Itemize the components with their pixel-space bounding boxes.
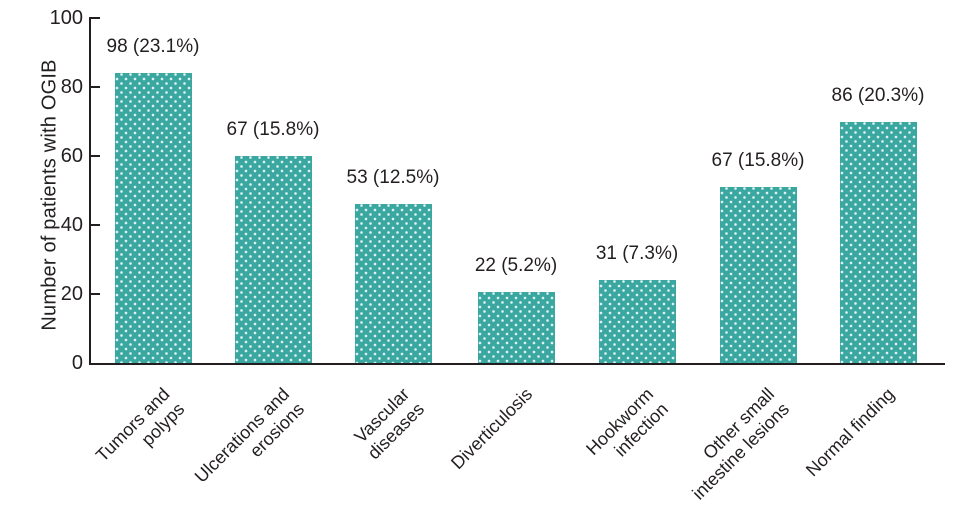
y-tick-mark xyxy=(91,224,100,226)
y-tick-label: 60 xyxy=(60,145,83,167)
bar-value-label: 53 (12.5%) xyxy=(346,167,440,189)
bar-1 xyxy=(114,73,192,363)
y-tick-label: 20 xyxy=(60,283,83,305)
y-tick-mark xyxy=(91,293,100,295)
y-tick-mark xyxy=(91,86,100,88)
x-category-label: Tumors and polyps xyxy=(91,384,188,466)
bar-value-label: 67 (15.8%) xyxy=(226,119,320,140)
x-category-label: Normal finding xyxy=(801,384,899,481)
bar-7 xyxy=(839,121,917,363)
x-category-label: Other small intestine lesions xyxy=(688,384,793,504)
y-tick-label: 40 xyxy=(60,214,83,236)
bar-3 xyxy=(354,204,432,363)
y-tick-label: 0 xyxy=(71,352,83,374)
bar-value-label: 98 (23.1%) xyxy=(106,36,200,58)
y-tick-label: 100 xyxy=(49,7,83,29)
bar-5 xyxy=(598,280,676,363)
bar-2 xyxy=(234,156,312,363)
y-tick-mark xyxy=(91,155,100,157)
y-tick-label: 80 xyxy=(60,76,83,98)
bar-4 xyxy=(477,292,555,363)
y-tick-mark xyxy=(91,17,100,19)
x-category-label: Ulcerations and erosions xyxy=(190,384,308,487)
bar-value-label: 86 (20.3%) xyxy=(831,84,925,106)
bar-value-label: 22 (5.2%) xyxy=(474,255,558,277)
x-axis-line xyxy=(89,363,945,365)
x-category-label: Hookworm infection xyxy=(582,384,672,461)
bar-value-label: 67 (15.8%) xyxy=(711,150,805,172)
bar-6 xyxy=(719,187,797,363)
x-category-label: Vascular diseases xyxy=(350,384,428,464)
x-category-label: Diverticulosis xyxy=(447,384,537,474)
y-axis-line xyxy=(89,17,91,365)
bar-value-label: 31 (7.3%) xyxy=(595,243,679,265)
